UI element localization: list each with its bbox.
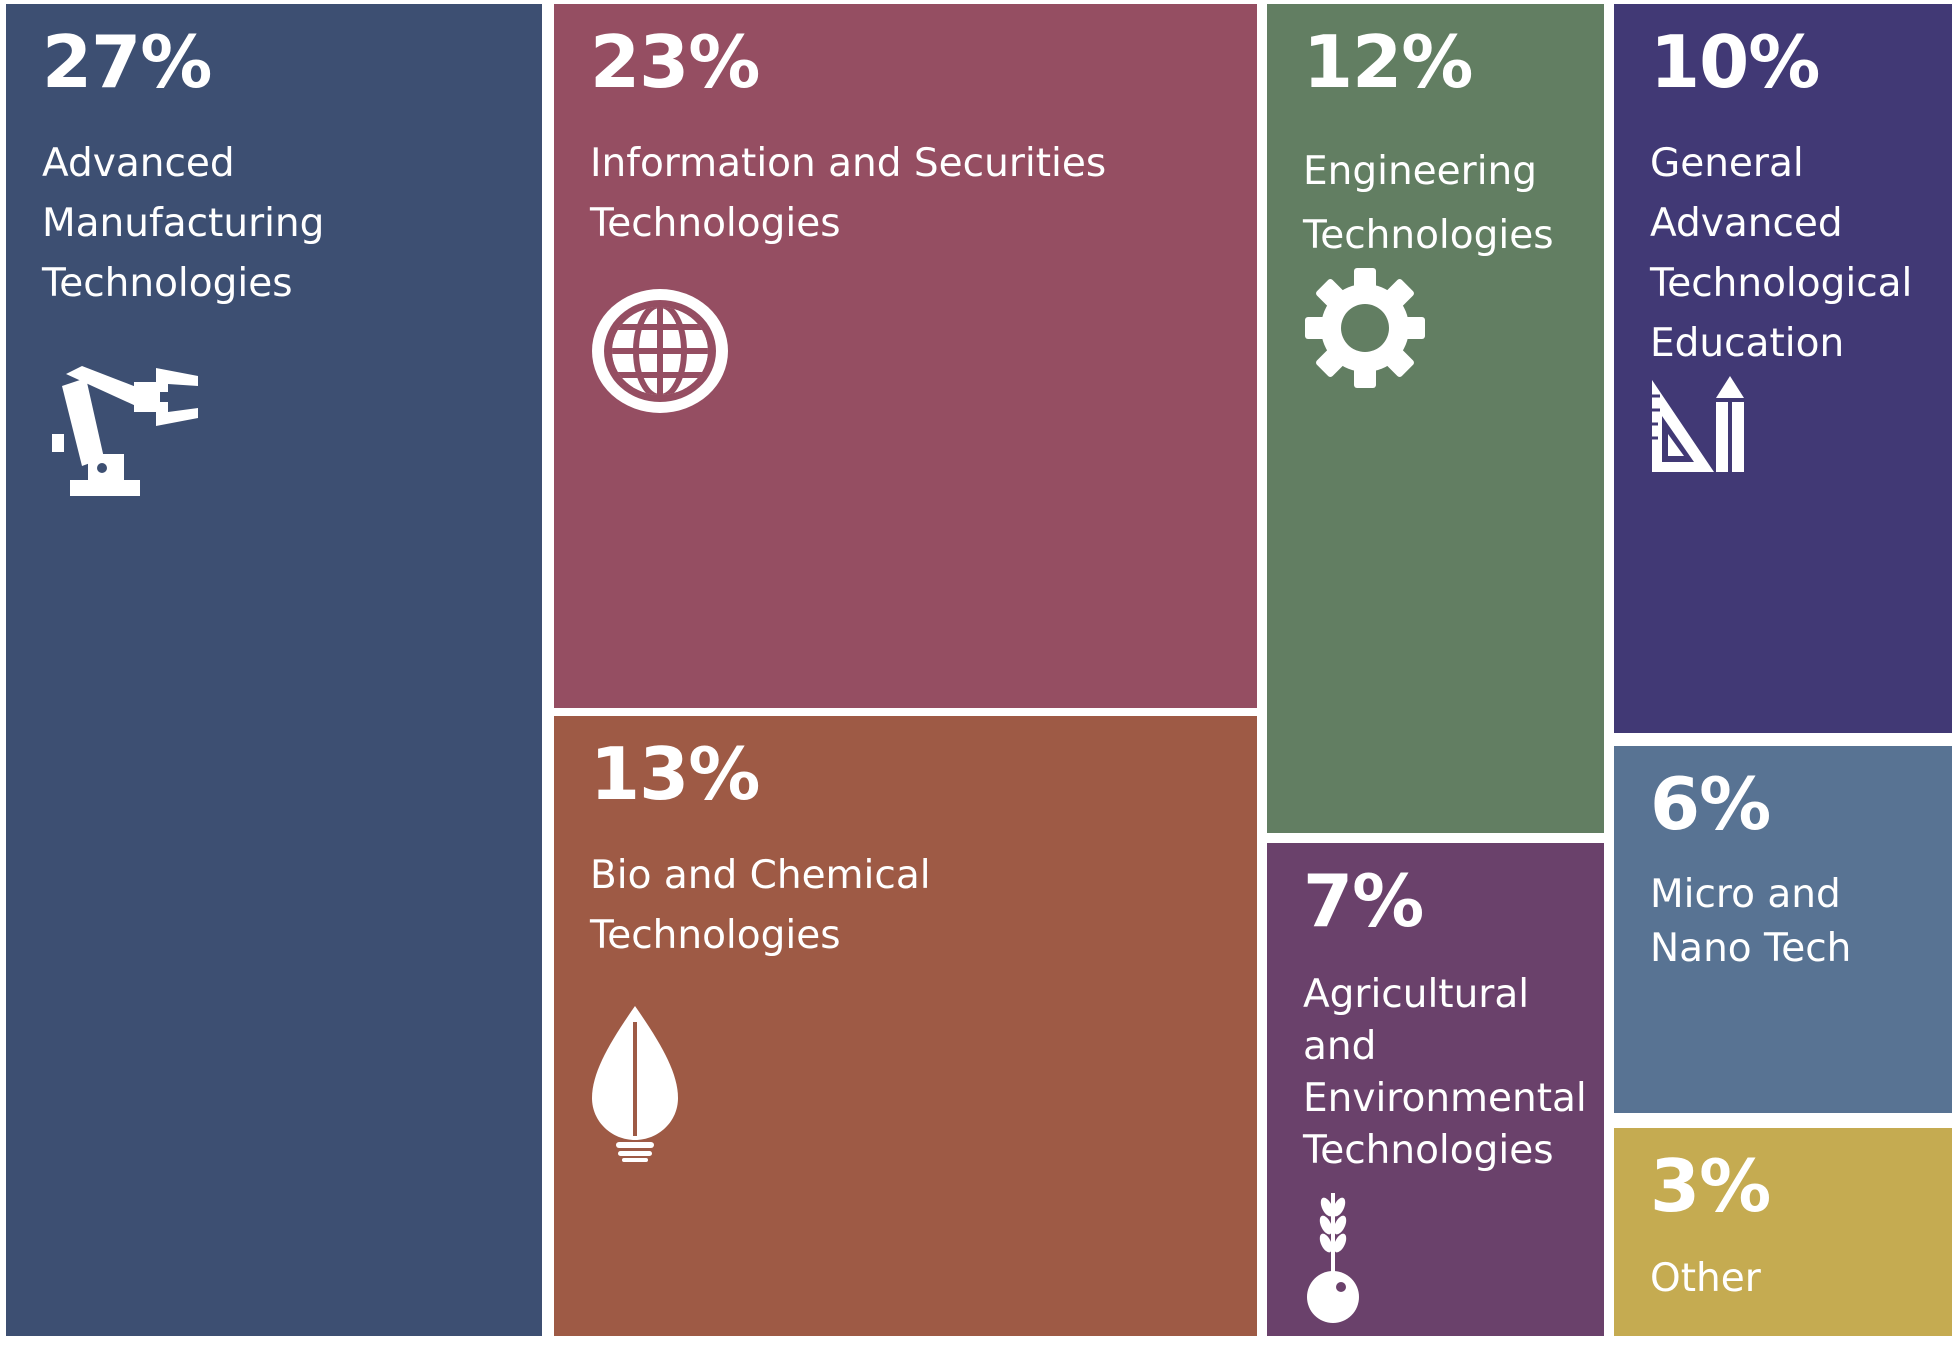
category-label: Advanced Manufacturing Technologies (42, 141, 325, 306)
value-label: 13% (590, 732, 760, 816)
value-label: 3% (1650, 1144, 1771, 1228)
ruler-pencil-icon (1650, 376, 1750, 476)
value-label: 10% (1650, 20, 1820, 104)
value-label: 27% (42, 20, 212, 104)
category-label: Information and Securities Technologies (590, 141, 1107, 246)
category-label: Bio and Chemical Technologies (590, 853, 931, 958)
tile-bio-chemical: 13% Bio and Chemical Technologies (554, 716, 1257, 1336)
robot-arm-icon (52, 362, 202, 498)
value-label: 6% (1650, 762, 1771, 846)
tile-advanced-manufacturing: 27% Advanced Manufacturing Technologies (6, 4, 542, 1336)
value-label: 23% (590, 20, 760, 104)
category-label: Other (1650, 1256, 1761, 1301)
category-label: Micro and Nano Tech (1650, 872, 1852, 971)
category-label: General Advanced Technological Education (1650, 141, 1913, 366)
category-label: Agricultural and Environmental Technolog… (1303, 972, 1587, 1173)
globe-icon (590, 286, 730, 416)
tile-general-education: 10% General Advanced Technological Educa… (1614, 4, 1952, 733)
wheat-seed-icon (1303, 1193, 1363, 1323)
value-label: 7% (1303, 859, 1424, 943)
tile-engineering: 12% Engineering Technologies (1267, 4, 1604, 833)
tile-micro-nano: 6% Micro and Nano Tech (1614, 746, 1952, 1113)
gear-icon (1303, 266, 1427, 390)
category-label: Engineering Technologies (1303, 149, 1554, 258)
tile-other: 3% Other (1614, 1128, 1952, 1336)
tile-information-securities: 23% Information and Securities Technolog… (554, 4, 1257, 708)
leaf-bulb-icon (590, 1002, 680, 1162)
value-label: 12% (1303, 20, 1473, 104)
tile-agricultural-environmental: 7% Agricultural and Environmental Techno… (1267, 843, 1604, 1336)
